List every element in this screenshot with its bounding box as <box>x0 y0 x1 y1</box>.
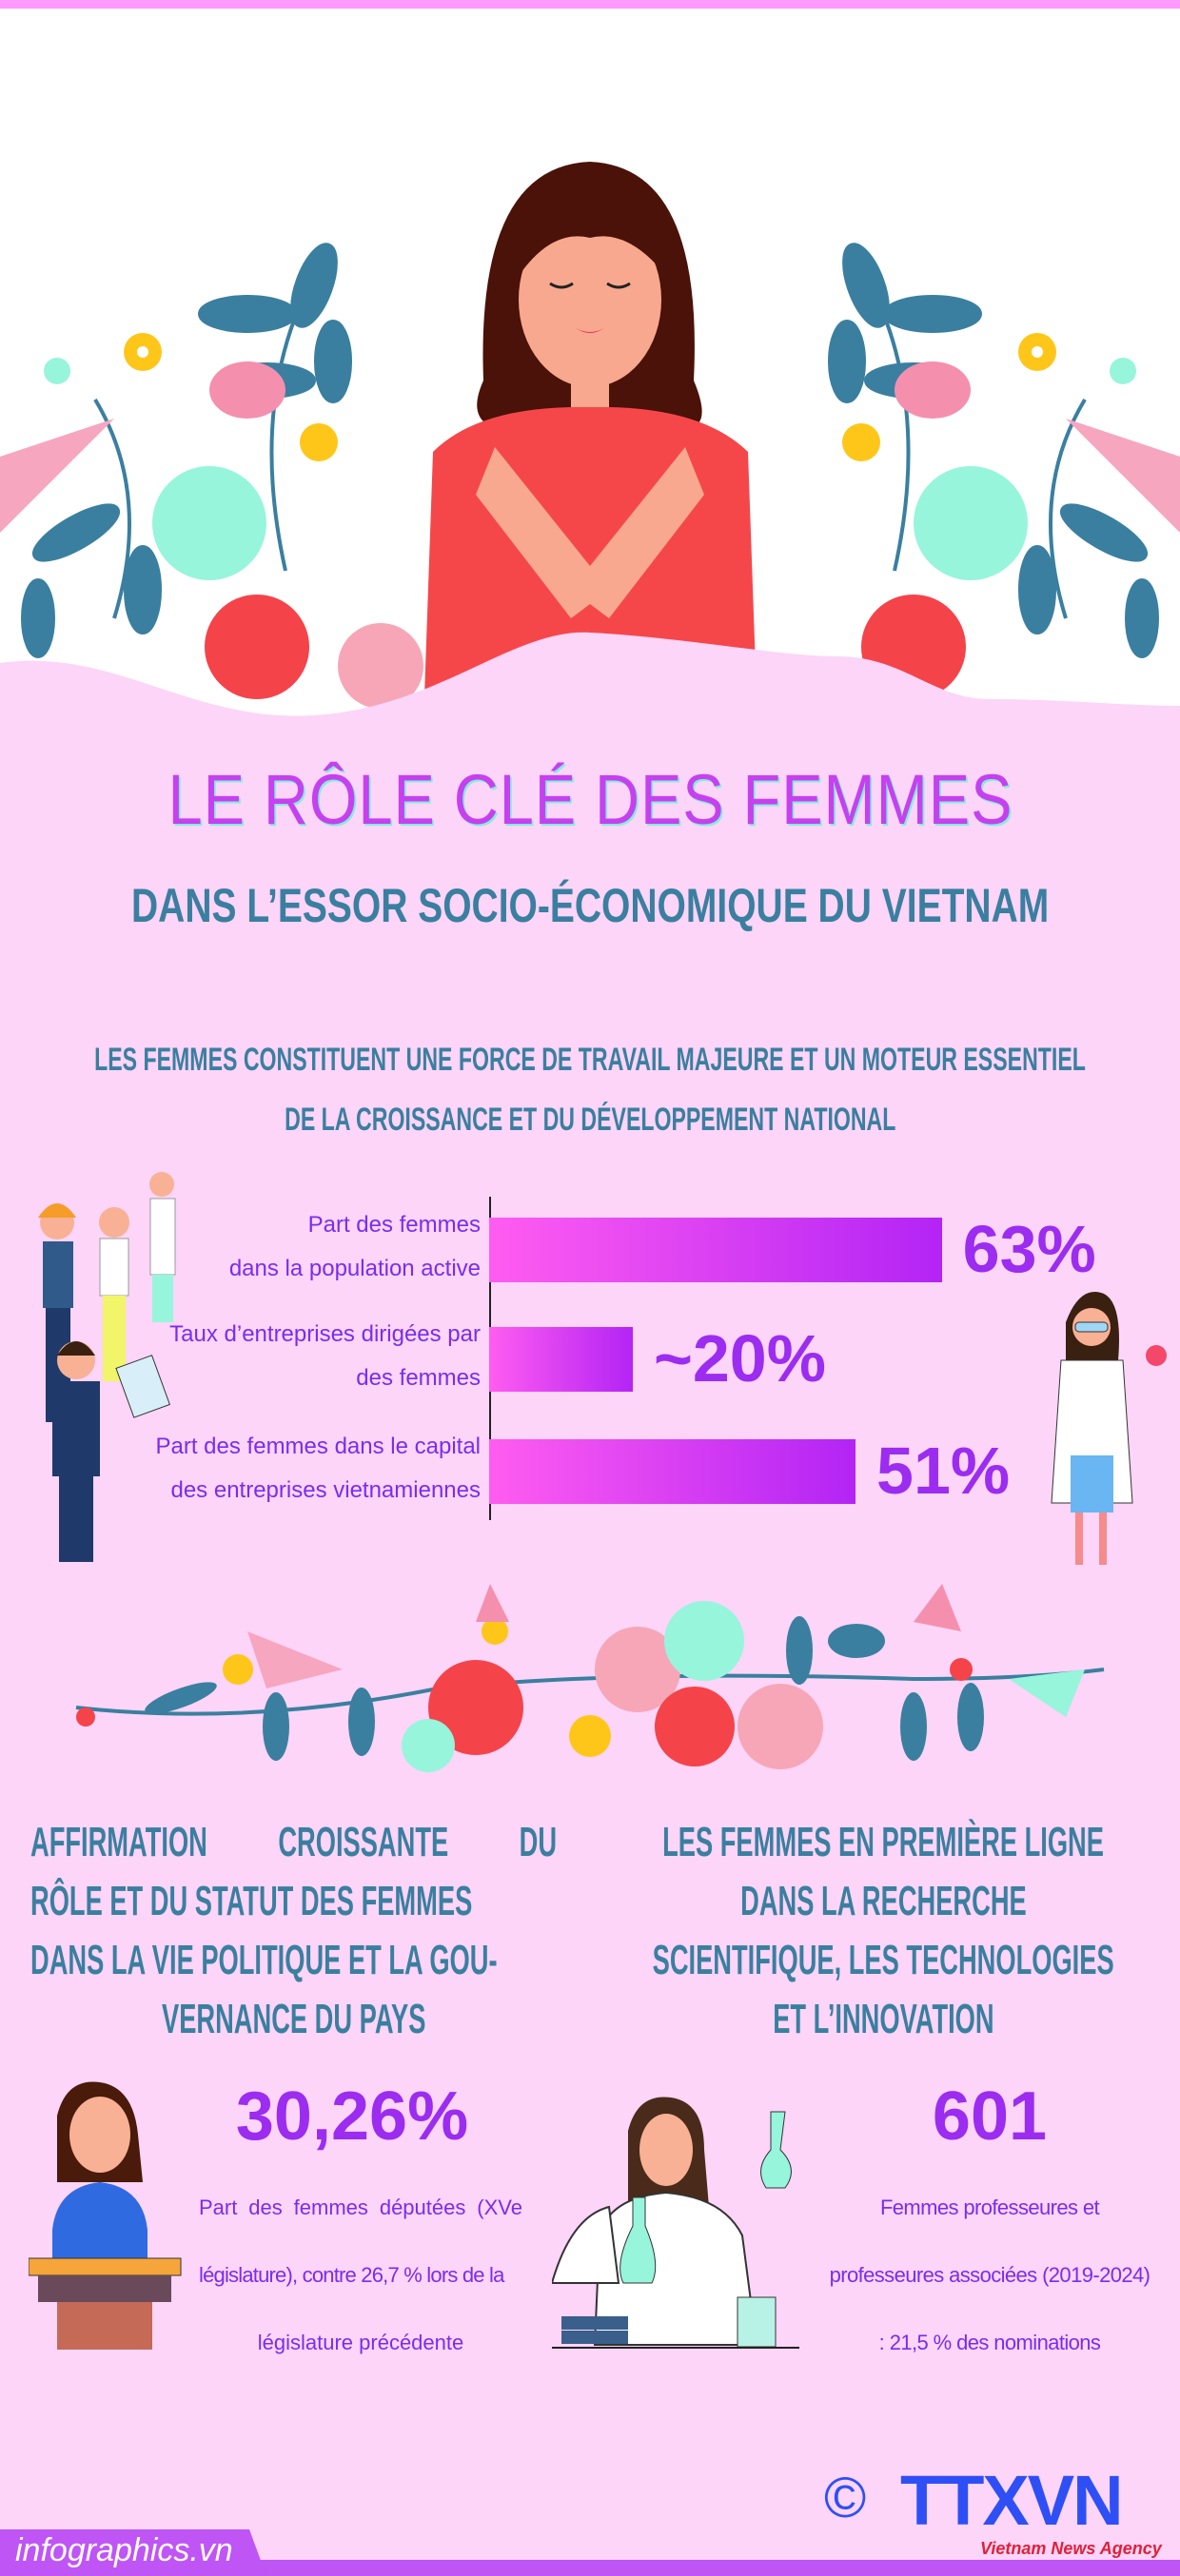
right-stat-line: professeures associées (2019-2024) <box>829 2263 1150 2287</box>
bar <box>489 1439 856 1504</box>
left-heading-line: DANS LA VIE POLITIQUE ET LA GOU- <box>30 1937 498 1983</box>
flower-garland-illustration <box>75 1584 1105 1772</box>
right-heading-line: LES FEMMES EN PREMIÈRE LIGNE <box>662 1819 1105 1865</box>
section1-heading-line2: DE LA CROISSANCE ET DU DÉVELOPPEMENT NAT… <box>0 1101 1180 1140</box>
right-heading: LES FEMMES EN PREMIÈRE LIGNE DANS LA REC… <box>620 1813 1147 2049</box>
page-subtitle-text: DANS L’ESSOR SOCIO-ÉCONOMIQUE DU VIETNAM <box>130 879 1050 932</box>
left-stat-line: Part des femmes députées (XVe <box>199 2195 522 2219</box>
agency-name: Vietnam News Agency <box>980 2539 1162 2558</box>
ttxvn-logo: TTXVN <box>900 2461 1124 2540</box>
left-stat-text: Part des femmes députées (XVe législatur… <box>199 2174 522 2376</box>
right-heading-line: DANS LA RECHERCHE <box>740 1878 1027 1924</box>
bar-category-label: des femmes <box>356 1365 481 1391</box>
footer-strip <box>0 2560 1180 2576</box>
right-stat-line: Femmes professeures et <box>879 2195 1100 2219</box>
left-stat-value: 30,26% <box>235 2078 469 2155</box>
bar-value-label: ~20% <box>654 1321 826 1395</box>
left-heading-line: VERNANCE DU PAYS <box>161 1996 426 2042</box>
hero-illustration <box>0 0 1180 723</box>
bar-category-label: Part des femmes dans le capital <box>155 1434 482 1459</box>
right-stat-value: 601 <box>932 2078 1048 2155</box>
scientist-flask-illustration <box>552 2097 799 2349</box>
bar <box>489 1218 942 1282</box>
footer-tab <box>0 2529 266 2576</box>
page-subtitle: DANS L’ESSOR SOCIO-ÉCONOMIQUE DU VIETNAM <box>0 880 1180 932</box>
bar-category-label: Taux d’entreprises dirigées par <box>169 1321 481 1347</box>
right-heading-line: ET L’INNOVATION <box>773 1996 994 2042</box>
bar-value-label: 51% <box>876 1434 1011 1508</box>
bar-category-label: des entreprises vietnamiennes <box>170 1477 481 1503</box>
left-heading-line: AFFIRMATION CROISSANTE DU <box>30 1819 558 1865</box>
section1-heading-text: LES FEMMES CONSTITUENT UNE FORCE DE TRAV… <box>94 1042 1086 1078</box>
section1-heading-line1: LES FEMMES CONSTITUENT UNE FORCE DE TRAV… <box>0 1041 1180 1080</box>
section1-heading-text: DE LA CROISSANCE ET DU DÉVELOPPEMENT NAT… <box>284 1102 896 1138</box>
left-heading-line: RÔLE ET DU STATUT DES FEMMES <box>30 1878 473 1924</box>
left-stat-line: législature précédente <box>257 2331 464 2354</box>
speaker-podium-illustration <box>29 2081 182 2350</box>
right-stat-text: Femmes professeures et professeures asso… <box>809 2174 1170 2376</box>
page-title-text: LE RÔLE CLÉ DES FEMMES <box>167 760 1013 839</box>
scientist-woman-illustration <box>1051 1292 1167 1565</box>
flowers-icon <box>0 333 1180 709</box>
working-women-illustration <box>38 1172 176 1562</box>
bar-category-label: Part des femmes <box>307 1212 481 1238</box>
bar-category-label: dans la population active <box>228 1256 481 1281</box>
left-stat-line: législature), contre 26,7 % lors de la <box>199 2263 504 2287</box>
right-stat-line: : 21,5 % des nominations <box>878 2331 1101 2354</box>
bar-value-label: 63% <box>962 1212 1096 1286</box>
wave-divider <box>0 632 1180 723</box>
left-heading: AFFIRMATION CROISSANTE DU RÔLE ET DU STA… <box>30 1813 557 2049</box>
footer-site-link[interactable]: infographics.vn <box>15 2532 233 2568</box>
bar <box>489 1327 633 1392</box>
copyright-icon: © <box>824 2466 867 2529</box>
right-heading-line: SCIENTIFIQUE, LES TECHNOLOGIES <box>652 1937 1115 1983</box>
page-title: LE RÔLE CLÉ DES FEMMES <box>0 760 1180 839</box>
